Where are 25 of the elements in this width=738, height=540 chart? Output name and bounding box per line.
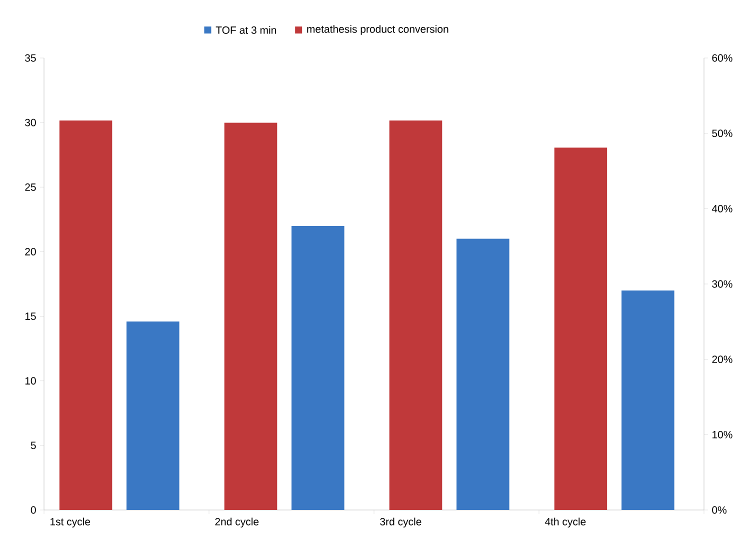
y-tick-label: 20 (25, 248, 36, 256)
x-tick-label: 2nd cycle (215, 518, 259, 528)
y-tick-label: 0 (30, 506, 36, 514)
y2-tick-label: 20% (712, 356, 732, 364)
y2-tick-label: 60% (712, 54, 732, 62)
bar (554, 148, 608, 510)
x-tick-label: 4th cycle (544, 518, 586, 528)
bar (389, 120, 442, 510)
y-tick-label: 30 (25, 118, 36, 126)
x-tick-label: 1st cycle (50, 518, 90, 528)
bar (59, 120, 112, 510)
legend-label: TOF at 3 min (216, 26, 276, 34)
bar (224, 122, 278, 510)
y2-tick-label: 50% (712, 130, 732, 138)
y-tick-label: 10 (25, 377, 36, 385)
x-tick-label: 3rd cycle (380, 518, 422, 528)
y-tick-label: 35 (25, 54, 36, 62)
y2-tick-label: 10% (712, 430, 732, 438)
y2-tick-label: 30% (712, 280, 732, 288)
y-tick-label: 15 (25, 312, 36, 320)
y-tick-label: 25 (25, 183, 36, 191)
y2-tick-label: 0% (712, 506, 726, 514)
legend-label: metathesis product conversion (307, 25, 448, 35)
y2-tick-label: 40% (712, 204, 732, 212)
y-tick-label: 5 (30, 442, 36, 450)
